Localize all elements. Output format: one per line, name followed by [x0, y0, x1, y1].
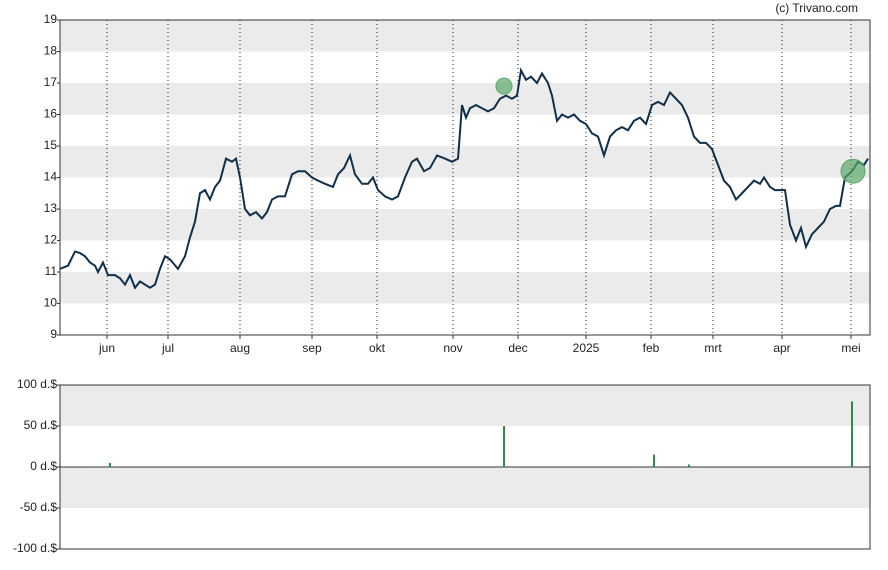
grid-band — [60, 272, 870, 304]
price-line — [59, 67, 869, 290]
x-tick-label: mrt — [704, 341, 722, 355]
y-tick-label: 9 — [50, 327, 57, 341]
y-tick-label: 50 d.$ — [24, 418, 58, 432]
source: (c) Trivano.com — [775, 1, 858, 15]
x-tick-label: okt — [369, 341, 386, 355]
x-tick-label: jun — [98, 341, 115, 355]
x-tick-label: mei — [841, 341, 860, 355]
x-tick-label: jul — [161, 341, 174, 355]
grid-band — [60, 146, 870, 178]
grid-band — [60, 209, 870, 241]
bar — [851, 401, 853, 467]
y-tick-label: 14 — [44, 170, 58, 184]
event-marker — [495, 77, 513, 95]
y-tick-label: 17 — [44, 75, 58, 89]
y-tick-label: 19 — [44, 12, 58, 26]
y-tick-label: 13 — [44, 201, 58, 215]
grid-band — [60, 385, 870, 426]
y-tick-label: 10 — [44, 296, 58, 310]
y-tick-label: 11 — [45, 264, 58, 278]
y-tick-label: 12 — [44, 233, 58, 247]
grid-band — [60, 467, 870, 508]
y-tick-label: 18 — [44, 44, 58, 58]
y-tick-label: 16 — [44, 107, 58, 121]
event-marker — [840, 158, 866, 184]
bar — [503, 426, 505, 467]
x-tick-label: 2025 — [573, 341, 600, 355]
x-tick-label: nov — [443, 341, 462, 355]
bar — [109, 462, 111, 467]
grid-band — [60, 20, 870, 52]
y-tick-label: -50 d.$ — [20, 500, 58, 514]
bar — [653, 454, 655, 467]
grid-band — [60, 83, 870, 115]
y-tick-label: 0 d.$ — [30, 459, 57, 473]
plot-frame — [59, 19, 871, 336]
x-tick-label: dec — [508, 341, 527, 355]
x-tick-label: aug — [230, 341, 250, 355]
y-tick-label: 100 d.$ — [17, 377, 57, 391]
y-tick-label: -100 d.$ — [13, 541, 57, 555]
x-tick-label: feb — [643, 341, 660, 355]
y-tick-label: 15 — [44, 138, 58, 152]
x-tick-label: sep — [302, 341, 322, 355]
x-tick-label: apr — [773, 341, 790, 355]
bar — [688, 464, 690, 467]
